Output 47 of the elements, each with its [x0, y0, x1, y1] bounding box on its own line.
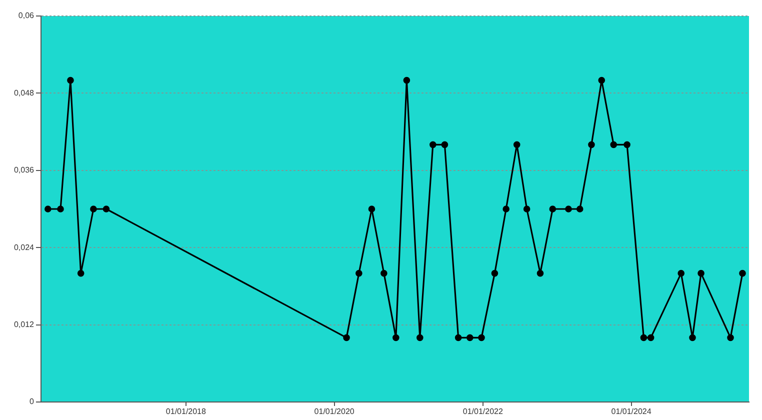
point — [647, 334, 654, 342]
point — [513, 141, 520, 148]
point — [356, 270, 362, 277]
point — [430, 141, 436, 148]
y-tick-label: 0,036 — [14, 166, 35, 175]
point — [343, 334, 350, 342]
x-tick-label: 01/01/2018 — [166, 407, 206, 416]
y-tick-label: 0,06 — [18, 11, 35, 20]
point — [689, 334, 696, 342]
x-tick-label: 01/01/2024 — [611, 407, 652, 416]
y-tick-label: 0,012 — [14, 320, 35, 330]
point — [588, 141, 595, 148]
point — [77, 270, 84, 277]
point — [392, 334, 400, 342]
x-tick-label: 01/01/2022 — [462, 407, 504, 416]
point — [416, 334, 424, 342]
point — [739, 270, 746, 277]
point — [466, 334, 474, 342]
x-tick-label: 01/01/2020 — [314, 407, 355, 416]
point — [549, 206, 556, 212]
point — [565, 206, 572, 212]
point — [90, 206, 97, 212]
y-tick-label: 0,024 — [14, 242, 35, 252]
point — [368, 206, 376, 212]
point — [678, 270, 685, 277]
point — [698, 270, 704, 277]
point — [454, 334, 462, 342]
y-tick-label: 0 — [30, 397, 35, 406]
point — [491, 270, 498, 277]
point — [598, 76, 606, 84]
point — [610, 141, 618, 148]
point — [523, 206, 530, 212]
point — [502, 206, 510, 212]
point — [67, 76, 74, 84]
point — [441, 141, 448, 148]
point — [536, 270, 544, 277]
y-tick-label: 0,048 — [14, 88, 35, 98]
point — [380, 270, 388, 277]
point — [102, 206, 110, 212]
point — [403, 76, 410, 84]
point — [57, 206, 64, 212]
point — [576, 206, 584, 212]
point — [624, 141, 630, 148]
point — [727, 334, 734, 342]
point — [640, 334, 648, 342]
point — [44, 206, 52, 212]
point — [478, 334, 485, 342]
